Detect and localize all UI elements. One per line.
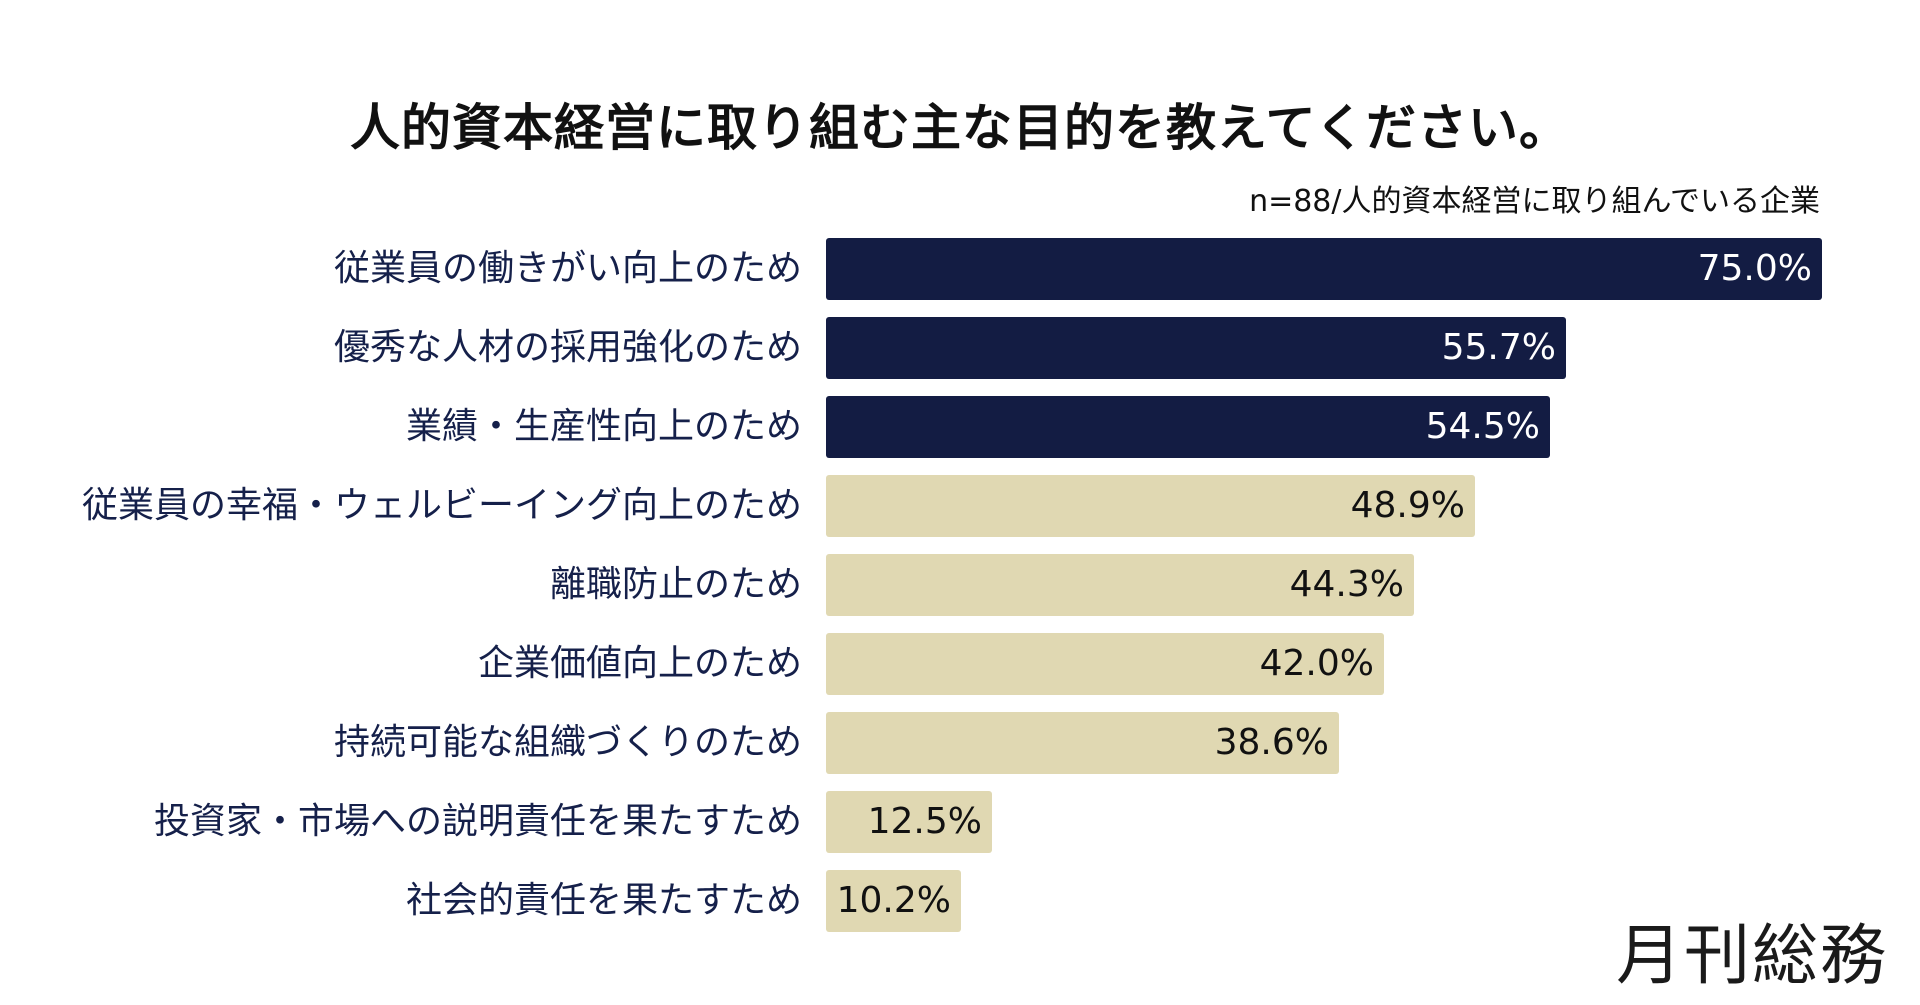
category-label: 従業員の幸福・ウェルビーイング向上のため xyxy=(81,485,802,526)
value-label: 10.2% xyxy=(836,880,951,921)
category-label: 従業員の働きがい向上のため xyxy=(333,248,802,289)
bar xyxy=(826,791,992,853)
value-label: 38.6% xyxy=(1214,722,1329,763)
category-label: 社会的責任を果たすため xyxy=(405,880,802,921)
value-label: 12.5% xyxy=(867,801,982,842)
bar xyxy=(826,475,1475,537)
value-label: 48.9% xyxy=(1350,485,1465,526)
chart-subtitle: n=88/人的資本経営に取り組んでいる企業 xyxy=(1249,184,1820,219)
bar xyxy=(826,396,1550,458)
bar xyxy=(826,712,1339,774)
category-label: 投資家・市場への説明責任を果たすため xyxy=(153,801,802,842)
brand-logo: 月刊総務 xyxy=(1616,917,1888,994)
category-label: 企業価値向上のため xyxy=(477,643,802,684)
bar xyxy=(826,870,961,932)
bar xyxy=(826,554,1414,616)
category-label: 離職防止のため xyxy=(549,564,802,605)
value-label: 54.5% xyxy=(1425,406,1540,447)
bar xyxy=(826,238,1822,300)
value-label: 44.3% xyxy=(1289,564,1404,605)
category-label: 業績・生産性向上のため xyxy=(405,406,802,447)
category-label: 優秀な人材の採用強化のため xyxy=(333,327,802,368)
chart-title: 人的資本経営に取り組む主な目的を教えてください。 xyxy=(350,99,1570,157)
bar xyxy=(826,633,1384,695)
bar xyxy=(826,317,1566,379)
category-label: 持続可能な組織づくりのため xyxy=(333,722,802,763)
value-label: 75.0% xyxy=(1697,248,1812,289)
value-label: 55.7% xyxy=(1441,327,1556,368)
value-label: 42.0% xyxy=(1259,643,1374,684)
